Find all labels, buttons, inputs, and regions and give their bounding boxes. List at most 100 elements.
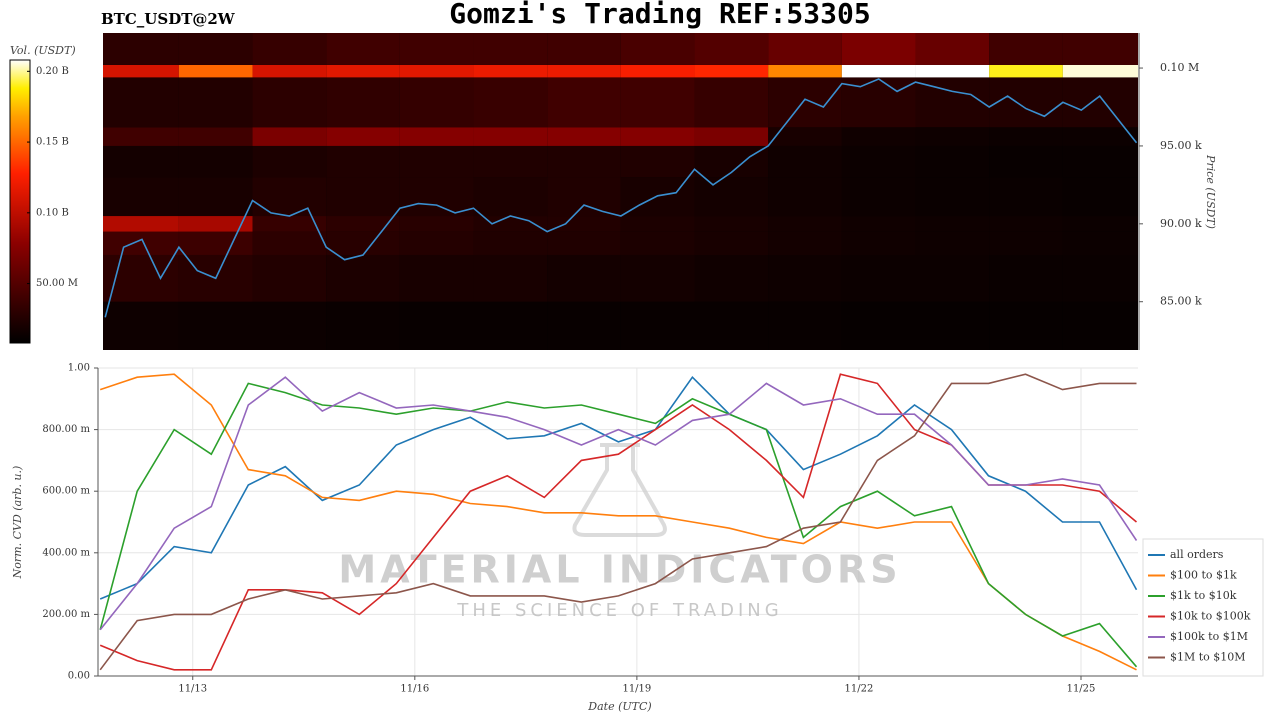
heatmap-cell <box>326 77 400 128</box>
heatmap-cell <box>103 231 179 255</box>
series-line <box>99 373 1137 671</box>
heatmap-cell <box>620 64 695 78</box>
heatmap-cell <box>103 254 179 302</box>
heatmap-cell <box>178 64 253 78</box>
heatmap-cell <box>326 254 400 302</box>
heatmap-cell <box>178 177 253 217</box>
heatmap-cell <box>547 216 621 232</box>
heatmap-cell <box>252 301 327 350</box>
heatmap-cell <box>768 231 842 255</box>
heatmap-cell <box>399 216 474 232</box>
heatmap-cell <box>915 301 990 350</box>
heatmap-cell <box>252 216 327 232</box>
heatmap-cell <box>620 33 695 65</box>
heatmap-cell <box>178 231 253 255</box>
heatmap-cell <box>178 77 253 128</box>
heatmap-cell <box>473 231 548 255</box>
heatmap-cell <box>1062 231 1138 255</box>
y-axis-label: Price (USDT) <box>1204 154 1217 229</box>
heatmap-cell <box>1062 216 1138 232</box>
heatmap-cell <box>768 177 842 217</box>
heatmap-cell <box>841 231 916 255</box>
heatmap-cell <box>1062 64 1138 78</box>
heatmap-cell <box>1062 127 1138 146</box>
heatmap-cell <box>399 77 474 128</box>
heatmap-cell <box>326 64 400 78</box>
price-line <box>104 78 1138 318</box>
heatmap-cell <box>103 64 179 78</box>
heatmap-cell <box>915 33 990 65</box>
heatmap-cell <box>989 231 1063 255</box>
heatmap-cell <box>178 33 253 65</box>
y-tick-label: 1.00 <box>68 363 90 374</box>
heatmap-cell <box>399 64 474 78</box>
heatmap-cell <box>989 77 1063 128</box>
heatmap-cell <box>841 254 916 302</box>
heatmap-cell <box>989 177 1063 217</box>
heatmap-cell <box>989 216 1063 232</box>
heatmap-cell <box>326 145 400 178</box>
legend-label: all orders <box>1170 548 1224 561</box>
heatmap-cell <box>694 231 769 255</box>
heatmap-cell <box>989 301 1063 350</box>
heatmap-cell <box>915 216 990 232</box>
heatmap-cell <box>841 177 916 217</box>
heatmap-cell <box>547 64 621 78</box>
symbol-label: BTC_USDT@2W <box>101 10 236 28</box>
x-tick-label: 11/13 <box>178 684 207 695</box>
heatmap-cell <box>178 145 253 178</box>
heatmap-cell <box>620 216 695 232</box>
y-tick-label: 200.00 m <box>42 609 90 620</box>
heatmap-cell <box>768 64 842 78</box>
heatmap-cell <box>768 77 842 128</box>
colorbar-label: Vol. (USDT) <box>10 44 76 57</box>
watermark-subtitle: THE SCIENCE OF TRADING <box>456 600 782 621</box>
heatmap-cell <box>473 177 548 217</box>
legend-label: $1M to $10M <box>1170 651 1246 664</box>
heatmap-cell <box>399 177 474 217</box>
y-tick-label: 400.00 m <box>42 547 90 558</box>
colorbar-tick-label: 50.00 M <box>36 278 78 289</box>
heatmap-cell <box>989 64 1063 78</box>
heatmap-cell <box>399 127 474 146</box>
heatmap-cell <box>399 33 474 65</box>
heatmap-cell <box>768 216 842 232</box>
heatmap-cell <box>326 177 400 217</box>
heatmap-cell <box>473 254 548 302</box>
heatmap-cell <box>547 77 621 128</box>
colorbar <box>9 59 31 344</box>
heatmap-cell <box>620 127 695 146</box>
heatmap-cell <box>694 254 769 302</box>
heatmap-cell <box>768 254 842 302</box>
colorbar-tick-label: 0.10 B <box>36 207 69 218</box>
heatmap-cell <box>252 145 327 178</box>
heatmap-cell <box>252 254 327 302</box>
heatmap-cell <box>768 301 842 350</box>
heatmap-cell <box>473 127 548 146</box>
heatmap-cell <box>989 33 1063 65</box>
heatmap-cell <box>768 127 842 146</box>
heatmap-cell <box>103 127 179 146</box>
heatmap-cell <box>326 127 400 146</box>
legend-label: $10k to $100k <box>1170 610 1251 623</box>
heatmap-cell <box>915 64 990 78</box>
heatmap-cell <box>547 33 621 65</box>
heatmap-cell <box>694 177 769 217</box>
heatmap-cell <box>620 254 695 302</box>
heatmap-cell <box>841 301 916 350</box>
heatmap-cell <box>252 33 327 65</box>
heatmap-cell <box>103 77 179 128</box>
heatmap-cell <box>252 177 327 217</box>
x-tick-label: 11/22 <box>845 684 874 695</box>
heatmap-cell <box>252 231 327 255</box>
chart-title: Gomzi's Trading REF:53305 <box>449 0 870 30</box>
heatmap-cell <box>399 145 474 178</box>
y-tick-label: 0.00 <box>68 671 90 682</box>
x-axis-label: Date (UTC) <box>587 700 651 713</box>
heatmap-cell <box>326 301 400 350</box>
heatmap-cell <box>399 301 474 350</box>
heatmap-cell <box>473 64 548 78</box>
series-line <box>99 373 1138 671</box>
heatmap-cell <box>547 127 621 146</box>
heatmap-cell <box>103 301 179 350</box>
